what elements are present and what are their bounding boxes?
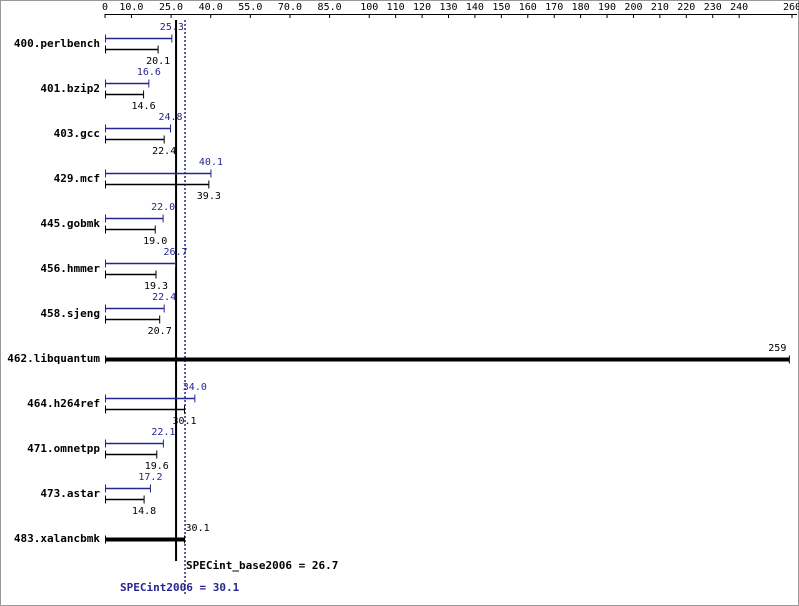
x-tick-label: 180 [572,2,590,13]
reference-label: SPECint2006 = 30.1 [120,581,240,594]
x-tick-label: 25.0 [159,2,183,13]
value-label: 14.8 [132,506,156,517]
x-tick-label: 210 [651,2,669,13]
reference-label: SPECint_base2006 = 26.7 [186,559,338,572]
x-tick-label: 55.0 [238,2,262,13]
value-label: 22.4 [152,146,176,157]
x-tick-label: 170 [545,2,563,13]
x-tick-label: 120 [413,2,431,13]
x-tick-label: 0 [102,2,108,13]
category-label: 403.gcc [54,127,100,140]
category-label: 445.gobmk [40,217,100,230]
value-label: 34.0 [183,382,207,393]
category-label: 462.libquantum [7,352,100,365]
x-tick-label: 160 [519,2,537,13]
x-tick-label: 200 [624,2,642,13]
category-label: 458.sjeng [40,307,100,320]
category-label: 456.hmmer [40,262,100,275]
value-label: 19.0 [143,236,167,247]
category-label: 401.bzip2 [40,82,100,95]
category-label: 471.omnetpp [27,442,100,455]
x-tick-label: 240 [730,2,748,13]
category-label: 483.xalancbmk [14,532,100,545]
x-tick-label: 150 [492,2,510,13]
x-tick-label: 190 [598,2,616,13]
value-label: 19.6 [145,461,169,472]
value-label: 20.1 [146,56,170,67]
value-label: 19.3 [144,281,168,292]
value-label: 26.7 [164,247,188,258]
value-label: 24.8 [158,112,182,123]
x-tick-label: 10.0 [119,2,143,13]
category-label: 400.perlbench [14,37,100,50]
x-tick-label: 140 [466,2,484,13]
x-tick-label: 110 [387,2,405,13]
x-tick-label: 230 [704,2,722,13]
category-label: 429.mcf [54,172,100,185]
value-label: 17.2 [138,472,162,483]
x-tick-label: 220 [677,2,695,13]
category-label: 473.astar [40,487,100,500]
x-tick-label: 40.0 [199,2,223,13]
category-label: 464.h264ref [27,397,100,410]
x-tick-label: 130 [439,2,457,13]
x-tick-label: 100 [360,2,378,13]
value-label: 14.6 [132,101,156,112]
x-tick-label: 85.0 [318,2,342,13]
value-label: 20.7 [148,326,172,337]
value-label: 16.6 [137,67,161,78]
value-label: 22.0 [151,202,175,213]
value-label: 39.3 [197,191,221,202]
x-tick-label: 260 [783,2,799,13]
value-label: 22.1 [151,427,175,438]
value-label: 22.4 [152,292,176,303]
value-label: 25.3 [160,22,184,33]
value-label: 40.1 [199,157,223,168]
value-label: 30.1 [172,416,196,427]
value-label: 259 [768,343,786,354]
value-label: 30.1 [186,523,210,534]
x-tick-label: 70.0 [278,2,302,13]
